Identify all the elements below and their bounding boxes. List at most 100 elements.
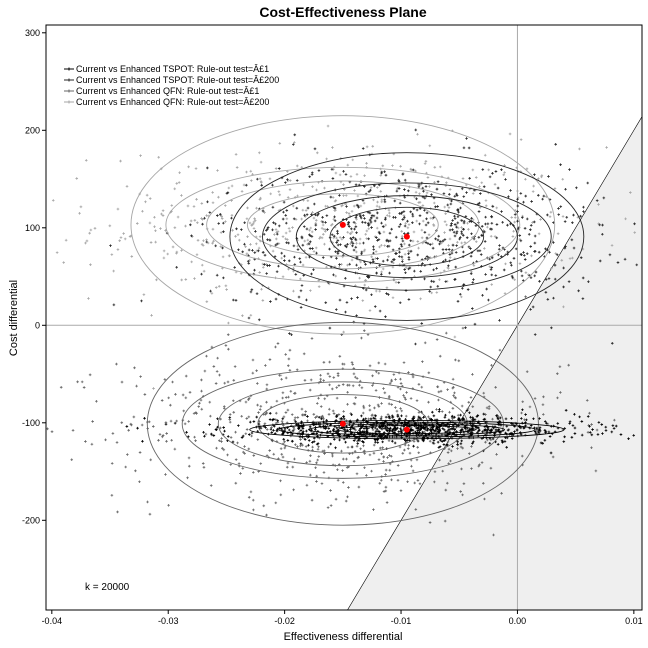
data-point: [255, 415, 259, 419]
data-point: [358, 237, 362, 241]
data-point: [338, 265, 341, 269]
data-point: [245, 428, 249, 431]
data-point: [382, 230, 386, 234]
data-point: [443, 438, 447, 442]
legend-label: Current vs Enhanced TSPOT: Rule-out test…: [76, 64, 269, 74]
data-point: [579, 214, 582, 218]
data-point: [438, 165, 442, 169]
data-point: [387, 394, 391, 398]
data-point: [306, 419, 309, 423]
data-point: [541, 403, 545, 407]
data-point: [474, 176, 478, 179]
data-point: [192, 205, 196, 208]
data-point: [396, 426, 399, 430]
data-point: [89, 228, 93, 232]
data-point: [201, 462, 205, 465]
data-point: [352, 372, 356, 376]
data-point: [349, 428, 352, 431]
data-point: [532, 184, 535, 188]
data-point: [414, 342, 417, 346]
data-point: [416, 253, 420, 257]
data-point: [188, 390, 192, 394]
data-point: [150, 314, 153, 317]
data-point: [524, 413, 527, 416]
data-point: [286, 461, 290, 465]
data-point: [249, 290, 253, 294]
data-point: [443, 205, 447, 209]
data-point: [411, 239, 415, 243]
data-point: [302, 225, 306, 228]
data-point: [335, 386, 339, 389]
data-point: [533, 333, 537, 336]
data-point: [262, 232, 266, 236]
data-point: [483, 497, 486, 501]
data-point: [450, 222, 453, 225]
data-point: [470, 217, 473, 220]
data-point: [456, 440, 459, 444]
data-point: [480, 461, 484, 464]
data-point: [473, 418, 477, 422]
data-point: [431, 246, 435, 250]
data-point: [590, 446, 593, 450]
data-point: [425, 211, 429, 215]
data-point: [423, 277, 426, 281]
data-point: [315, 188, 318, 192]
data-point: [374, 429, 378, 433]
data-point: [250, 431, 254, 435]
data-point: [206, 241, 210, 245]
data-point: [400, 230, 403, 233]
data-point: [322, 360, 326, 364]
data-point: [258, 408, 262, 411]
data-point: [610, 244, 614, 247]
legend: Current vs Enhanced TSPOT: Rule-out test…: [64, 64, 279, 107]
data-point: [380, 243, 383, 247]
data-point: [477, 236, 481, 239]
data-point: [597, 421, 601, 424]
data-point: [531, 221, 534, 224]
data-point: [336, 232, 339, 235]
data-point: [346, 402, 349, 406]
data-point: [416, 426, 420, 429]
data-point: [444, 258, 447, 262]
data-point: [258, 177, 262, 181]
data-point: [345, 457, 348, 461]
data-point: [494, 170, 498, 173]
data-point: [341, 481, 345, 484]
data-point: [384, 223, 388, 227]
data-point: [493, 235, 497, 238]
data-point: [421, 426, 425, 430]
data-point: [282, 415, 286, 419]
data-point: [370, 255, 373, 259]
data-point: [275, 242, 279, 246]
data-point: [400, 211, 404, 214]
data-point: [385, 292, 388, 295]
data-point: [420, 228, 424, 232]
data-point: [450, 449, 453, 453]
data-point: [461, 493, 464, 497]
data-point: [557, 213, 561, 216]
data-point: [502, 268, 506, 272]
data-point: [399, 243, 403, 246]
data-point: [354, 375, 357, 379]
data-point: [432, 414, 436, 418]
data-point: [359, 216, 363, 220]
data-point: [359, 260, 363, 264]
data-point: [116, 248, 120, 251]
data-point: [242, 183, 246, 187]
data-point: [372, 251, 375, 255]
data-point: [440, 241, 443, 245]
contour-ellipse: [278, 421, 536, 438]
data-point: [392, 373, 396, 376]
data-point: [284, 353, 288, 356]
data-point: [456, 443, 459, 446]
data-point: [314, 213, 317, 217]
data-point: [294, 218, 298, 221]
data-point: [333, 219, 337, 223]
data-point: [268, 412, 272, 415]
data-point: [240, 190, 244, 193]
data-point: [341, 383, 345, 386]
data-point: [209, 414, 212, 418]
data-point: [386, 413, 390, 416]
data-point: [352, 427, 356, 431]
data-point: [462, 250, 465, 254]
